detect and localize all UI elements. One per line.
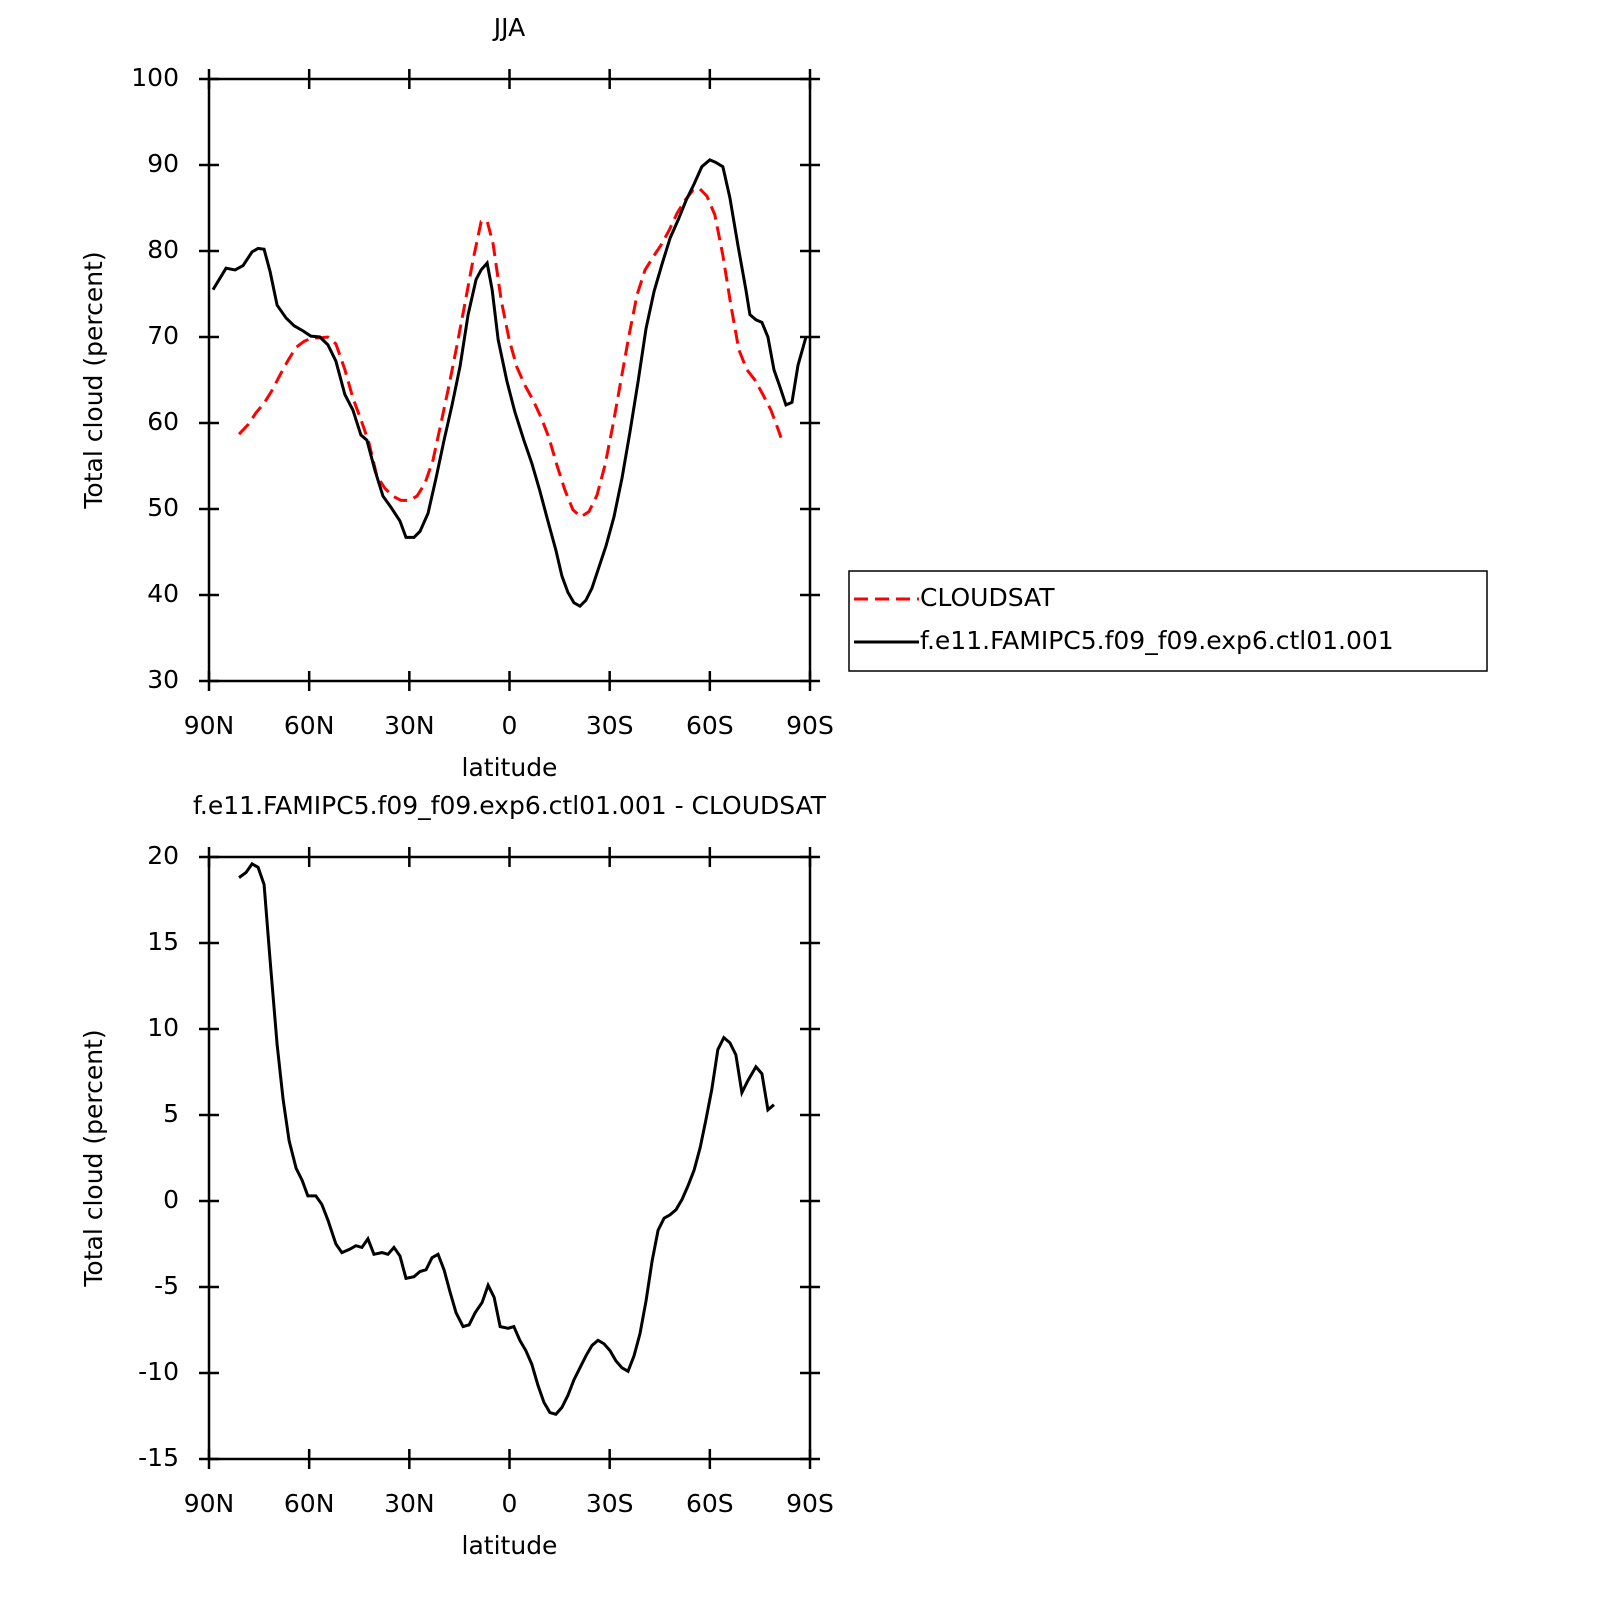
y-tick-label: -10 <box>138 1357 179 1386</box>
y-tick-label: 40 <box>147 579 179 608</box>
y-tick-label: 60 <box>147 407 179 436</box>
x-tick-label: 90N <box>184 1489 235 1518</box>
x-axis-label: latitude <box>462 1531 558 1560</box>
data-line <box>211 158 808 609</box>
y-tick-label: 10 <box>147 1013 179 1042</box>
x-tick-label: 30N <box>384 1489 435 1518</box>
data-line <box>237 186 783 519</box>
x-tick-label: 60N <box>284 1489 335 1518</box>
y-tick-label: 20 <box>147 841 179 870</box>
y-tick-label: 100 <box>131 63 179 92</box>
y-tick-label: 0 <box>163 1185 179 1214</box>
x-tick-label: 0 <box>502 711 518 740</box>
y-tick-label: 80 <box>147 235 179 264</box>
y-tick-label: -5 <box>154 1271 179 1300</box>
y-axis-label: Total cloud (percent) <box>79 1029 108 1287</box>
x-tick-label: 60S <box>686 711 734 740</box>
x-tick-label: 90S <box>786 711 834 740</box>
y-tick-label: 50 <box>147 493 179 522</box>
x-tick-label: 0 <box>502 1489 518 1518</box>
x-tick-label: 60S <box>686 1489 734 1518</box>
y-tick-label: -15 <box>138 1443 179 1472</box>
y-tick-label: 5 <box>163 1099 179 1128</box>
chart-title: JJA <box>492 13 525 42</box>
x-tick-label: 30S <box>586 711 634 740</box>
x-tick-label: 30N <box>384 711 435 740</box>
y-tick-label: 70 <box>147 321 179 350</box>
legend-label: f.e11.FAMIPC5.f09_f09.exp6.ctl01.001 <box>920 626 1394 655</box>
x-tick-label: 90S <box>786 1489 834 1518</box>
legend-box <box>848 570 1488 672</box>
data-line <box>238 861 775 1416</box>
legend-label: CLOUDSAT <box>920 583 1055 612</box>
x-tick-label: 90N <box>184 711 235 740</box>
x-axis-label: latitude <box>462 753 558 782</box>
plot-frame <box>207 855 812 1461</box>
y-tick-label: 90 <box>147 149 179 178</box>
y-axis-label: Total cloud (percent) <box>79 251 108 509</box>
y-tick-label: 30 <box>147 665 179 694</box>
x-tick-label: 60N <box>284 711 335 740</box>
chart-title: f.e11.FAMIPC5.f09_f09.exp6.ctl01.001 - C… <box>193 791 827 820</box>
x-tick-label: 30S <box>586 1489 634 1518</box>
y-tick-label: 15 <box>147 927 179 956</box>
plot-frame <box>207 77 812 683</box>
